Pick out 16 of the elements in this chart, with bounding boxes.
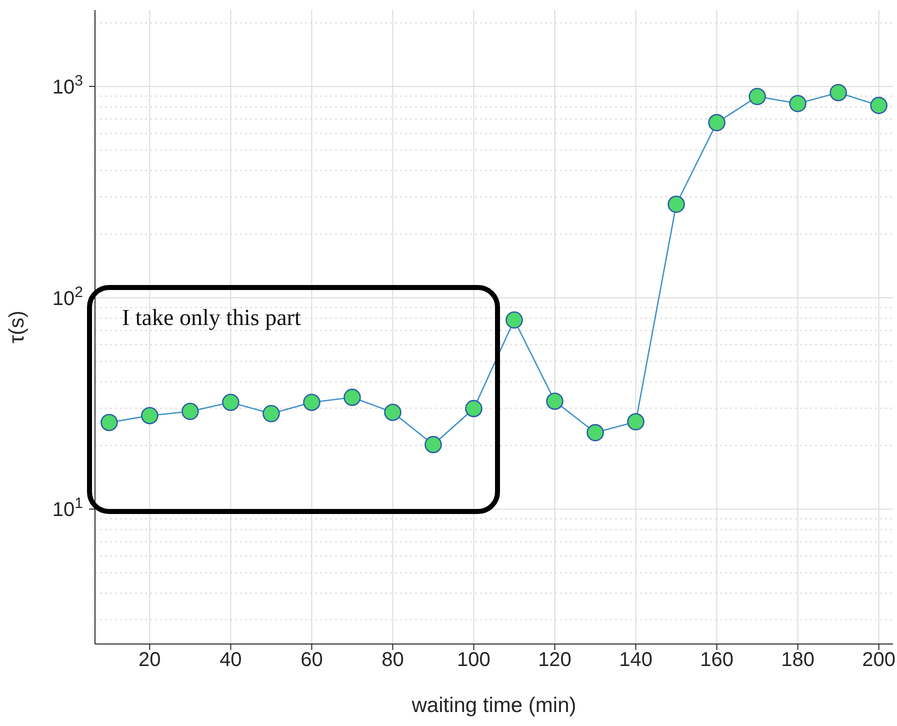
x-tick-label: 120 (538, 649, 572, 672)
x-tick-label: 200 (862, 649, 896, 672)
x-tick-label: 180 (781, 649, 814, 672)
y-tick-label: 10$^{2}$ (52, 283, 83, 310)
x-tick-label: 80 (382, 649, 404, 672)
x-tick-label: 40 (220, 649, 242, 672)
x-tick-label: 140 (619, 649, 652, 672)
annotation: I take only this part (122, 305, 301, 331)
y-tick-label: 10$^{1}$ (52, 494, 83, 522)
x-axis-title: waiting time (min) (410, 694, 576, 717)
x-tick-label: 160 (700, 649, 734, 672)
x-tick-label: 100 (457, 649, 490, 672)
y-tick-label: 10$^{3}$ (52, 72, 83, 98)
x-tick-label: 60 (300, 649, 323, 672)
y-axis-title: τ(s) (5, 310, 28, 344)
x-tick-label: 20 (138, 649, 161, 672)
